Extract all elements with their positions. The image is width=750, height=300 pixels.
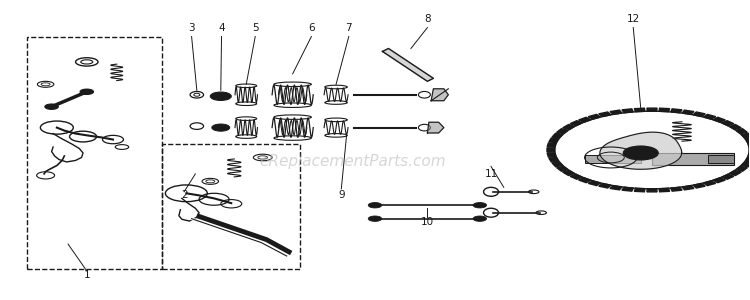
Circle shape (210, 92, 231, 100)
Polygon shape (622, 187, 633, 191)
Polygon shape (722, 174, 734, 179)
Polygon shape (682, 186, 694, 190)
Text: 6: 6 (308, 22, 315, 33)
Text: eReplacementParts.com: eReplacementParts.com (260, 154, 446, 169)
Polygon shape (431, 89, 448, 101)
Bar (162, 144, 300, 269)
Polygon shape (552, 133, 562, 138)
Polygon shape (704, 114, 716, 119)
Polygon shape (548, 153, 556, 157)
Polygon shape (659, 188, 670, 192)
Circle shape (368, 202, 382, 208)
Polygon shape (736, 167, 747, 171)
Circle shape (80, 89, 94, 94)
Polygon shape (741, 133, 750, 138)
Text: 10: 10 (421, 217, 434, 227)
Polygon shape (552, 162, 562, 167)
Polygon shape (659, 108, 670, 112)
Polygon shape (578, 117, 591, 122)
Polygon shape (600, 132, 682, 169)
Polygon shape (588, 181, 601, 186)
Polygon shape (722, 121, 734, 126)
Polygon shape (556, 129, 568, 134)
Text: 1: 1 (83, 270, 90, 280)
Circle shape (211, 124, 230, 131)
Polygon shape (427, 122, 444, 133)
Polygon shape (549, 138, 559, 142)
Polygon shape (556, 167, 568, 171)
Polygon shape (704, 181, 716, 186)
Polygon shape (693, 112, 705, 116)
Polygon shape (549, 158, 559, 162)
Polygon shape (670, 109, 682, 113)
Polygon shape (570, 121, 582, 126)
Polygon shape (748, 153, 750, 157)
Polygon shape (570, 174, 582, 179)
Bar (708, 155, 734, 163)
Polygon shape (746, 138, 750, 142)
Bar (27, 37, 162, 269)
Polygon shape (713, 117, 725, 122)
Bar (652, 153, 734, 165)
Polygon shape (749, 148, 750, 152)
Polygon shape (670, 187, 682, 191)
Text: 9: 9 (338, 190, 344, 200)
Polygon shape (578, 178, 591, 183)
Text: 2: 2 (181, 190, 188, 200)
Circle shape (45, 104, 58, 110)
Polygon shape (634, 108, 645, 112)
Polygon shape (562, 170, 574, 175)
Text: 5: 5 (252, 22, 259, 33)
Polygon shape (382, 49, 433, 81)
Bar (584, 155, 640, 163)
Polygon shape (548, 143, 556, 147)
Text: 8: 8 (424, 14, 430, 24)
Polygon shape (741, 162, 750, 167)
Polygon shape (729, 124, 741, 130)
Circle shape (368, 216, 382, 221)
Polygon shape (682, 110, 694, 114)
Circle shape (473, 202, 487, 208)
Polygon shape (713, 178, 725, 183)
Polygon shape (562, 124, 574, 130)
Polygon shape (729, 170, 741, 175)
Polygon shape (634, 188, 645, 192)
Text: 11: 11 (484, 169, 498, 179)
Text: 4: 4 (218, 22, 225, 33)
Polygon shape (647, 108, 657, 111)
Polygon shape (610, 110, 622, 114)
Circle shape (473, 216, 487, 221)
Polygon shape (647, 189, 657, 192)
Polygon shape (748, 143, 750, 147)
Polygon shape (746, 158, 750, 162)
Polygon shape (598, 112, 611, 116)
Text: 7: 7 (346, 22, 352, 33)
Polygon shape (588, 114, 601, 119)
Polygon shape (610, 186, 622, 190)
Polygon shape (622, 109, 633, 113)
Polygon shape (736, 129, 747, 134)
Circle shape (623, 146, 658, 160)
Polygon shape (693, 184, 705, 188)
Polygon shape (547, 148, 555, 152)
Text: 12: 12 (627, 14, 640, 24)
Text: 3: 3 (188, 22, 195, 33)
Polygon shape (598, 184, 611, 188)
